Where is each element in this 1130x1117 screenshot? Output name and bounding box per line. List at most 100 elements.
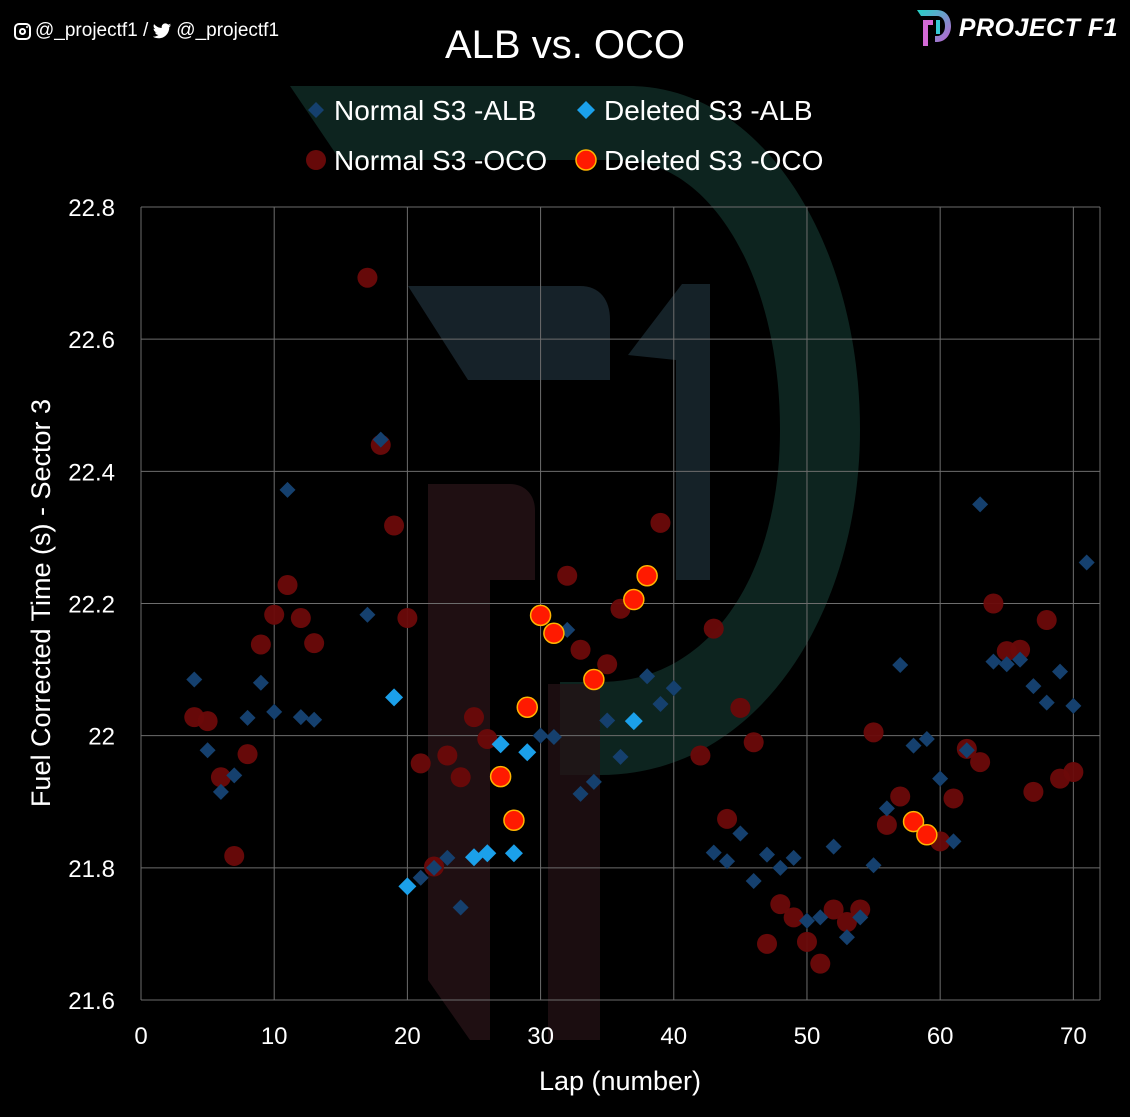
data-point	[878, 800, 895, 817]
data-point	[703, 618, 724, 639]
data-point	[972, 496, 989, 513]
data-point	[1052, 663, 1069, 680]
legend-label: Deleted S3 -OCO	[604, 145, 823, 176]
y-tick-label: 22.8	[68, 195, 115, 222]
data-point	[199, 742, 216, 759]
data-point	[518, 743, 537, 762]
data-point	[665, 680, 682, 697]
data-point	[624, 712, 643, 731]
x-tick-label: 40	[660, 1023, 687, 1050]
data-point	[224, 845, 245, 866]
x-axis-label: Lap (number)	[539, 1066, 701, 1096]
data-point	[916, 824, 938, 846]
data-point	[983, 593, 1004, 614]
data-point	[772, 859, 789, 876]
data-point	[732, 825, 749, 842]
data-point	[572, 785, 589, 802]
data-point	[412, 869, 429, 886]
data-point	[652, 695, 669, 712]
data-point	[197, 711, 218, 732]
instagram-icon	[14, 22, 31, 40]
data-point	[863, 722, 884, 743]
data-point	[1010, 639, 1031, 660]
data-point	[385, 688, 404, 707]
data-point	[306, 711, 323, 728]
x-tick-label: 30	[527, 1023, 554, 1050]
data-point	[372, 431, 389, 448]
brand: PROJECT F1	[915, 8, 1118, 48]
data-point	[823, 899, 844, 920]
y-tick-label: 21.6	[68, 988, 115, 1015]
data-point	[583, 668, 605, 691]
data-point	[266, 703, 283, 720]
data-point	[905, 737, 922, 754]
data-point	[279, 481, 296, 498]
data-point	[958, 742, 975, 759]
data-point	[359, 606, 376, 623]
data-point	[252, 674, 269, 691]
data-point	[892, 656, 909, 673]
data-point	[1023, 781, 1044, 802]
data-point	[292, 709, 309, 726]
data-point	[1078, 554, 1095, 571]
data-point	[543, 622, 565, 644]
legend-marker	[575, 149, 597, 171]
data-point	[918, 730, 935, 747]
data-point	[1025, 678, 1042, 695]
data-point	[783, 907, 804, 928]
data-point	[277, 574, 298, 595]
legend-label: Normal S3 -OCO	[334, 145, 547, 176]
y-tick-label: 21.8	[68, 856, 115, 883]
y-tick-label: 22	[88, 724, 115, 751]
data-point	[585, 773, 602, 790]
x-tick-label: 70	[1060, 1023, 1087, 1050]
data-point	[1065, 697, 1082, 714]
data-point	[690, 745, 711, 766]
data-point	[970, 752, 991, 773]
data-points	[184, 267, 1095, 974]
data-point	[998, 656, 1015, 673]
data-point	[426, 859, 443, 876]
data-point	[612, 748, 629, 765]
watermark-logo-icon	[290, 86, 860, 1040]
twitter-handle: @_projectf1	[176, 20, 280, 41]
x-tick-label: 10	[261, 1023, 288, 1050]
legend-label: Deleted S3 -ALB	[604, 95, 813, 126]
data-point	[1012, 651, 1029, 668]
social-handles: @_projectf1 / @_projectf1	[14, 20, 279, 42]
data-point	[730, 697, 751, 718]
data-point	[357, 267, 378, 288]
data-point	[212, 783, 229, 800]
data-point	[876, 814, 897, 835]
data-point	[545, 728, 562, 745]
data-point	[825, 838, 842, 855]
data-point	[597, 654, 618, 675]
y-tick-label: 22.2	[68, 592, 115, 619]
legend-marker	[306, 150, 326, 170]
data-point	[943, 788, 964, 809]
data-point	[398, 877, 417, 896]
data-point	[810, 953, 831, 974]
y-axis-label: Fuel Corrected Time (s) - Sector 3	[26, 399, 56, 807]
data-point	[239, 709, 256, 726]
data-point	[250, 634, 271, 655]
data-point	[226, 767, 243, 784]
data-point	[890, 786, 911, 807]
data-point	[636, 564, 658, 587]
data-point	[796, 931, 817, 952]
data-point	[599, 712, 616, 729]
y-tick-label: 22.6	[68, 327, 115, 354]
data-point	[557, 565, 578, 586]
data-point	[745, 873, 762, 890]
data-point	[639, 668, 656, 685]
data-point	[757, 933, 778, 954]
data-point	[410, 753, 431, 774]
data-point	[902, 810, 925, 833]
data-point	[186, 671, 203, 688]
data-point	[290, 608, 311, 629]
legend-label: Normal S3 -ALB	[334, 95, 536, 126]
legend-marker	[308, 102, 324, 118]
data-point	[865, 857, 882, 874]
data-point	[532, 727, 549, 744]
